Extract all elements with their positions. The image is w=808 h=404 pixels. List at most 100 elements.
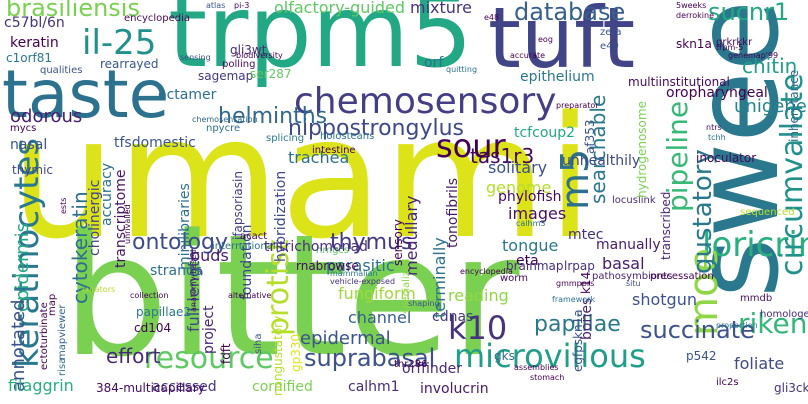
word-grkrkkr: skn1a bbox=[676, 37, 712, 51]
word-holosteans: splicing bbox=[266, 133, 305, 144]
word-il-25: il-25 bbox=[82, 23, 157, 63]
word-lockers: collection bbox=[130, 291, 169, 300]
word-accurate: quitting bbox=[446, 65, 478, 74]
word-npycre: rearrayed bbox=[100, 57, 159, 71]
word-gp330: cd104 bbox=[134, 321, 172, 335]
word-atlas: ntrs bbox=[706, 123, 722, 132]
word-tuft: tuft bbox=[488, 0, 636, 87]
word-brasiliensis: brasiliensis bbox=[6, 0, 140, 22]
word-ontology: ontology bbox=[132, 230, 229, 255]
word-fdft: siha bbox=[253, 333, 264, 354]
word-taste: taste bbox=[2, 56, 170, 133]
word-keratin: keratin bbox=[10, 35, 59, 51]
word-preparator: chemosensation bbox=[192, 115, 258, 124]
word-sucnr1: sucnr1 bbox=[708, 0, 790, 26]
word-chitin: chitin bbox=[742, 54, 798, 78]
word-skn1a: e49 bbox=[600, 41, 619, 52]
word-5weeks: trpm-5 bbox=[716, 43, 744, 52]
word-inoculator: sequenced bbox=[740, 207, 795, 218]
word-riken: riken bbox=[738, 307, 808, 340]
word-mmdb: homologene bbox=[760, 309, 808, 320]
word-worm: mammalian bbox=[330, 269, 378, 278]
word-ectoturbinate: mapviewer bbox=[57, 304, 68, 360]
word-gks: orffinder bbox=[402, 361, 462, 377]
word-gli3cko: p542 bbox=[686, 349, 717, 363]
word-polling: grkrkkr bbox=[716, 37, 753, 48]
word-sensing: eog bbox=[538, 35, 553, 44]
word-unhealthily: hydrogenosome bbox=[635, 101, 649, 198]
word-shaping: framework bbox=[552, 295, 596, 304]
word-chemosensation: accurate bbox=[510, 51, 546, 60]
word-splicing: npycre bbox=[206, 123, 241, 134]
word-epithelium: af353 bbox=[583, 119, 597, 154]
word-basal: basal bbox=[602, 254, 645, 273]
word-mtec: mtec bbox=[568, 227, 604, 243]
word-map: bones bbox=[579, 297, 595, 340]
word-international: qualities bbox=[40, 65, 83, 76]
word-assemblies: shaping bbox=[408, 299, 440, 308]
word-homologene: ilc2s bbox=[716, 377, 739, 388]
word-buds: buds bbox=[190, 246, 229, 265]
word-rnabrowse: rnabrowse bbox=[296, 259, 359, 273]
word-collection: gmmpprs bbox=[556, 279, 595, 288]
word-proportion: calhm3 bbox=[516, 219, 546, 228]
word-bitter: bitter bbox=[62, 198, 520, 394]
word-orffinder: involucrin bbox=[420, 381, 489, 397]
word-cd104: papillae2 bbox=[136, 305, 191, 319]
word-situ: proportion bbox=[716, 321, 758, 330]
word-384-multicapillary: nongustatory bbox=[271, 315, 285, 396]
word-tongue: tongue bbox=[502, 236, 559, 255]
word-ests: encyclopedia bbox=[460, 267, 513, 276]
word-k10: k10 bbox=[448, 309, 508, 347]
word-papillae: papillae bbox=[534, 312, 621, 337]
word-genome: genome bbox=[486, 178, 552, 197]
word-encyclopedia-small: preparator bbox=[556, 101, 599, 110]
word-gli3wt: polling bbox=[222, 59, 256, 70]
word-calhm1: 384-multicapillary bbox=[96, 381, 205, 395]
word-project: project bbox=[201, 305, 217, 354]
word-resource: resource bbox=[144, 341, 274, 376]
word-nippostrongylus: nippostrongylus bbox=[288, 116, 464, 141]
word-vehicle-exposed: anatomy-based bbox=[189, 249, 198, 312]
word-hydrogenosome: transcribed bbox=[659, 191, 673, 260]
word-precessation: pathosymbionts bbox=[592, 271, 673, 282]
word-accessed: accessed bbox=[152, 379, 217, 395]
word-cornified: cornified bbox=[252, 379, 313, 395]
word-multiinstitutional: inheri-tance bbox=[787, 69, 801, 142]
word-channel: channel bbox=[348, 308, 412, 327]
word-lrpap: lrpap bbox=[564, 259, 595, 273]
word-ilc2s: gli3cko bbox=[774, 381, 808, 395]
word-trpm5: trpm5 bbox=[168, 0, 473, 90]
word-involucrin: calhm1 bbox=[348, 379, 400, 395]
word-p542: gks bbox=[494, 349, 515, 363]
word-eta: eta bbox=[516, 253, 539, 269]
word-curators: risa bbox=[57, 357, 68, 376]
word-parasitic: parasitic bbox=[326, 256, 395, 275]
word-anatomy-based: unrivalled bbox=[123, 204, 132, 244]
word-quitting: biodiversity bbox=[236, 51, 283, 60]
word-solitary: solitary bbox=[488, 158, 548, 177]
word-intestine: holosteans bbox=[320, 131, 375, 142]
word-oropharyngeal: epithelium bbox=[520, 69, 595, 85]
word-k14: tritrichomonad bbox=[264, 239, 368, 255]
word-thymic: thymic bbox=[12, 163, 54, 177]
word-tcfcoup2: unhealthily bbox=[562, 153, 641, 169]
word-siha: thr286 bbox=[394, 359, 428, 370]
word-strands: strands bbox=[150, 263, 203, 279]
word-encyclopedia: encyclopedia bbox=[124, 13, 191, 24]
word-sensory: hmgcs bbox=[316, 245, 350, 256]
word-alternative: curators bbox=[82, 285, 116, 294]
word-e48: pi-3 bbox=[234, 1, 250, 10]
word-filaggrin: filaggrin bbox=[8, 376, 74, 395]
word-ser287: gli3wt bbox=[230, 43, 267, 57]
word-pathosymbionts: worm bbox=[500, 273, 528, 284]
word-ifapsoriasin: ifapsoriasin bbox=[231, 171, 245, 240]
word-effort: effort bbox=[106, 344, 161, 368]
word-stomach: assemblies bbox=[514, 363, 559, 372]
word-manually: manually bbox=[596, 237, 661, 253]
word-loricrin: loricrin bbox=[702, 225, 808, 265]
word-derrokine: 5weeks bbox=[676, 1, 707, 10]
word-transcribed: inoculator bbox=[696, 151, 757, 165]
word-mycs: intestine bbox=[312, 145, 356, 156]
word-c1orf81: ser287 bbox=[250, 67, 292, 81]
